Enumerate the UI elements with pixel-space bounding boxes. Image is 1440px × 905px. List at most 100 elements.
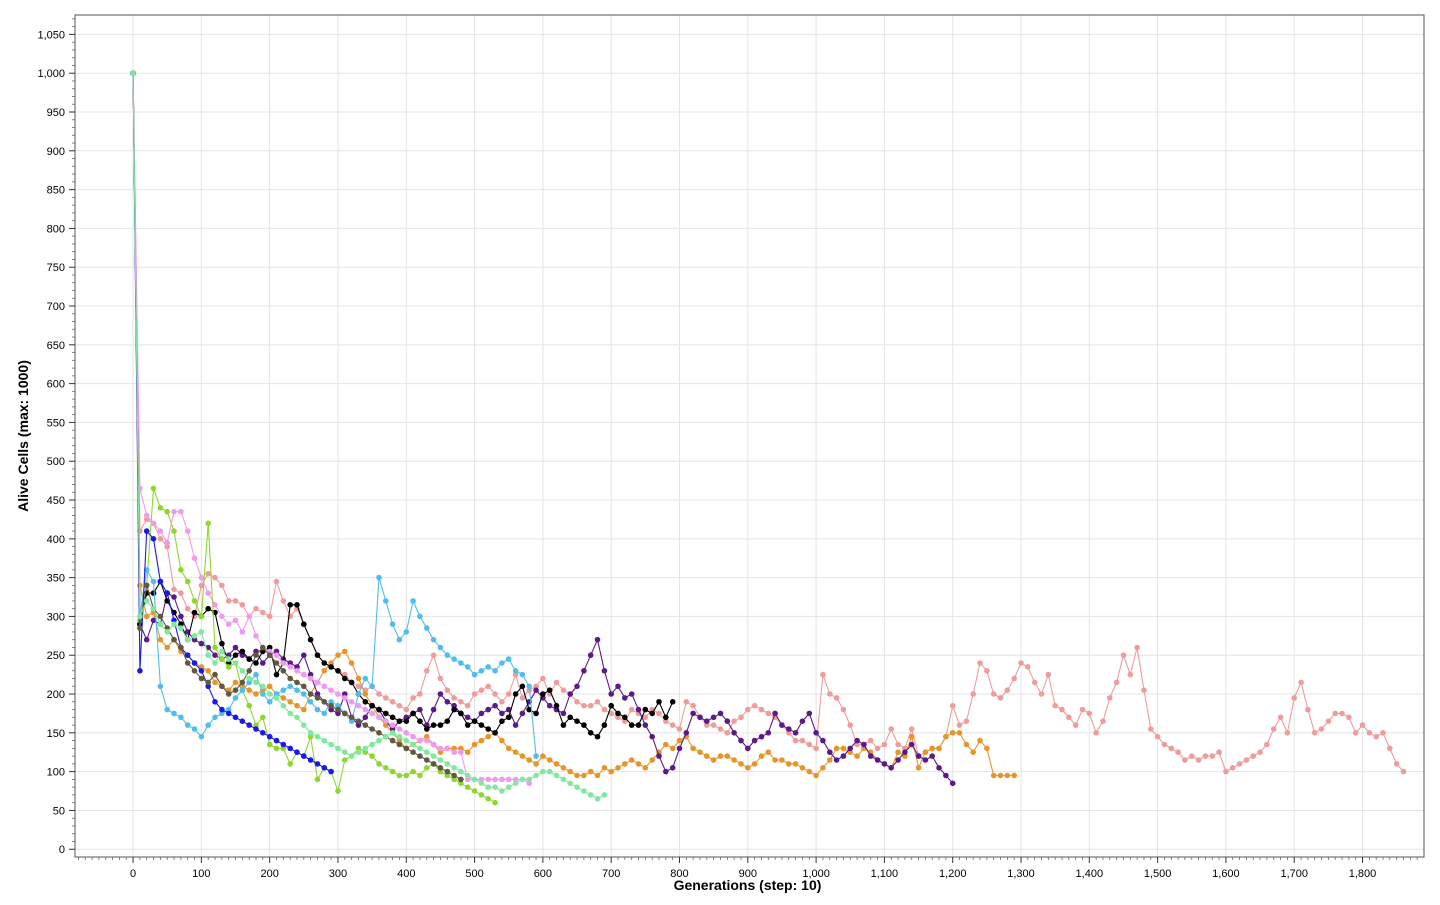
data-point <box>642 714 649 721</box>
data-point <box>601 668 608 674</box>
data-point <box>854 737 860 744</box>
data-point <box>260 730 266 736</box>
data-point <box>1011 772 1017 779</box>
data-point <box>895 757 901 763</box>
data-point <box>184 528 191 534</box>
data-point <box>178 590 184 596</box>
data-point <box>178 567 184 573</box>
data-point <box>451 776 457 783</box>
data-point <box>219 683 225 690</box>
data-point <box>253 722 259 728</box>
data-point <box>280 687 287 693</box>
data-point <box>553 772 560 779</box>
data-point <box>499 710 505 717</box>
data-point <box>198 629 205 635</box>
data-point <box>669 745 676 752</box>
data-point <box>922 757 929 763</box>
data-point <box>635 722 642 728</box>
data-point <box>615 714 621 721</box>
data-point <box>560 765 567 771</box>
data-point <box>417 737 423 744</box>
data-point <box>622 761 628 767</box>
data-point <box>1305 706 1311 713</box>
data-point <box>458 749 464 755</box>
data-point <box>253 633 259 639</box>
data-point <box>294 714 300 721</box>
data-point <box>751 702 758 709</box>
data-point <box>328 741 334 748</box>
data-point <box>915 753 922 759</box>
data-point <box>956 722 963 728</box>
data-point <box>369 741 375 748</box>
data-point <box>458 776 464 783</box>
data-point <box>430 652 437 658</box>
data-point <box>512 780 519 787</box>
data-point <box>745 706 751 713</box>
data-point <box>294 679 300 686</box>
data-point <box>471 691 478 697</box>
data-point <box>424 625 430 631</box>
data-point <box>471 671 478 678</box>
data-point <box>615 683 621 690</box>
data-point <box>560 776 567 783</box>
data-point <box>984 745 990 752</box>
data-point <box>1086 710 1093 717</box>
data-point <box>355 749 362 755</box>
data-point <box>184 660 191 666</box>
data-point <box>676 745 683 752</box>
data-point <box>219 582 225 589</box>
data-point <box>792 761 799 767</box>
data-point <box>628 691 635 697</box>
data-point <box>150 536 157 542</box>
data-point <box>396 772 403 779</box>
data-point <box>806 741 813 748</box>
data-point <box>881 741 888 748</box>
data-point <box>622 718 628 724</box>
data-point <box>150 520 157 527</box>
data-point <box>266 741 273 748</box>
data-point <box>908 726 915 732</box>
data-point <box>587 652 594 658</box>
data-point <box>383 722 389 728</box>
data-point <box>205 668 211 674</box>
data-point <box>239 679 246 686</box>
data-point <box>1216 749 1222 755</box>
data-point <box>212 660 218 666</box>
data-point <box>724 753 731 759</box>
data-point <box>321 699 328 705</box>
data-point <box>314 679 321 686</box>
x-tick-label: 1,800 <box>1349 868 1377 880</box>
data-point <box>587 792 594 798</box>
y-tick-label: 200 <box>47 689 65 701</box>
data-point <box>464 776 471 783</box>
data-point <box>533 761 539 767</box>
data-point <box>348 679 355 686</box>
data-point <box>171 508 177 515</box>
data-point <box>540 768 546 775</box>
data-point <box>833 695 840 701</box>
data-point <box>260 660 266 666</box>
data-point <box>205 722 211 728</box>
data-point <box>273 691 280 697</box>
data-point <box>1066 714 1072 721</box>
data-point <box>581 788 587 794</box>
data-point <box>546 702 553 709</box>
data-point <box>779 722 785 728</box>
data-point <box>806 768 813 775</box>
data-point <box>287 664 294 670</box>
data-point <box>1380 730 1386 736</box>
data-point <box>929 745 935 752</box>
data-point <box>458 699 464 705</box>
data-point <box>990 691 997 697</box>
y-tick-label: 100 <box>47 767 65 779</box>
data-point <box>1113 679 1120 686</box>
data-point <box>458 780 464 787</box>
data-point <box>827 749 833 755</box>
data-point <box>1298 679 1304 686</box>
data-point <box>1100 718 1106 724</box>
data-point <box>178 644 184 651</box>
data-point <box>820 737 826 744</box>
data-point <box>526 706 532 713</box>
data-point <box>594 796 601 802</box>
data-point <box>471 776 478 783</box>
